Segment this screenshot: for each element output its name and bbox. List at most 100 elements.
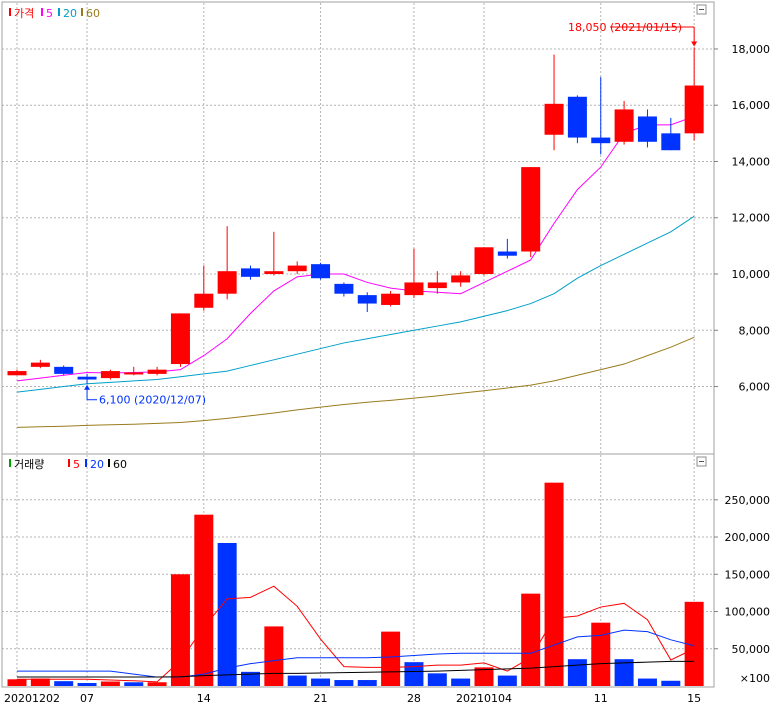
volume-tick-label: 200,000 (725, 531, 771, 544)
volume-bar (54, 681, 74, 686)
candle-body (521, 167, 541, 252)
candle-body (544, 103, 564, 135)
date-tick-label: 15 (687, 692, 701, 705)
price-panel-toggle-button[interactable] (696, 4, 707, 15)
volume-bar (217, 542, 237, 686)
price-tick-label: 16,000 (732, 99, 771, 112)
volume-bar (7, 679, 27, 686)
price-y-axis: 6,000 8,000 10,000 12,000 14,000 16,000 18,000 (714, 43, 770, 394)
legend-marker-ma20 (58, 8, 60, 16)
price-tick-label: 12,000 (732, 212, 771, 225)
legend-vol-ma60-label: 60 (113, 458, 127, 471)
date-tick-label: 28 (407, 692, 421, 705)
price-tick-label: 10,000 (732, 268, 771, 281)
candle-body (311, 264, 331, 279)
legend-marker-vol-ma5 (68, 459, 70, 467)
candle-body (451, 275, 471, 283)
volume-panel-toggle-button[interactable] (696, 456, 707, 467)
min-annotation-arrow (84, 384, 91, 390)
volume-bar (427, 673, 447, 686)
volume-bar (124, 682, 144, 686)
volume-unit-label: ×100 (740, 672, 770, 685)
min-annotation-label: 6,100 (2020/12/07) (99, 394, 206, 407)
date-tick-label: 14 (197, 692, 211, 705)
volume-bar (637, 678, 657, 686)
volume-bar (567, 659, 587, 686)
price-grid (2, 3, 714, 453)
candle-body (357, 295, 377, 304)
volume-bar (287, 675, 307, 686)
candle-body (147, 369, 167, 374)
legend-marker-ma60 (81, 8, 83, 16)
price-tick-label: 14,000 (732, 155, 771, 168)
candle-body (217, 271, 237, 294)
candle-body (661, 133, 681, 151)
legend-marker-price (9, 8, 11, 16)
volume-tick-label: 100,000 (725, 606, 771, 619)
volume-bar (661, 680, 681, 686)
volume-bar (311, 678, 331, 686)
volume-bar (474, 667, 494, 686)
legend-price-label: 가격 (14, 7, 34, 20)
candle-body (30, 362, 50, 367)
price-ma-line-20 (16, 215, 695, 393)
legend-ma5-label: 5 (46, 7, 53, 20)
volume-bars (7, 482, 704, 686)
volume-y-axis: 50,000 100,000 150,000 200,000 250,000 (714, 494, 770, 656)
volume-bar (30, 678, 50, 686)
volume-tick-label: 50,000 (732, 643, 771, 656)
date-tick-label: 11 (594, 692, 608, 705)
price-ma-line-60 (16, 336, 695, 428)
candle-body (637, 116, 657, 142)
legend-vol-ma5-label: 5 (73, 458, 80, 471)
max-annotation-label: 18,050 (2021/01/15) (568, 21, 682, 34)
legend-volume-label: 거래량 (14, 458, 44, 471)
volume-bar (264, 626, 284, 686)
candle-body (124, 372, 144, 375)
price-legend: 가격 5 20 60 (9, 7, 100, 20)
volume-bar (194, 514, 214, 686)
volume-bar (614, 659, 634, 686)
candle-body (54, 366, 74, 374)
volume-bar (334, 680, 354, 686)
legend-ma60-label: 60 (86, 7, 100, 20)
candle-body (591, 137, 611, 144)
volume-bar (521, 593, 541, 686)
date-tick-label: 07 (80, 692, 94, 705)
volume-bar (404, 662, 424, 686)
candlesticks (7, 47, 704, 384)
candle-body (77, 376, 97, 380)
candle-body (100, 371, 120, 379)
volume-bar (544, 482, 564, 686)
date-tick-label: 21 (314, 692, 328, 705)
volume-bar (357, 680, 377, 686)
volume-bar (684, 601, 704, 686)
legend-marker-vol-ma20 (85, 459, 87, 467)
date-tick-label: 20201202 (4, 692, 60, 705)
volume-ma-line-60 (17, 660, 695, 678)
candle-body (567, 96, 587, 138)
volume-bar (497, 675, 517, 686)
legend-marker-vol-ma60 (108, 459, 110, 467)
candle-body (287, 265, 307, 272)
volume-bar (77, 683, 97, 686)
legend-vol-ma20-label: 20 (90, 458, 104, 471)
legend-ma20-label: 20 (63, 7, 77, 20)
price-tick-label: 8,000 (739, 324, 771, 337)
volume-bar (170, 574, 190, 686)
volume-ma-line-5 (17, 585, 695, 683)
candle-body (7, 371, 27, 376)
candle-body (404, 282, 424, 296)
volume-tick-label: 150,000 (725, 568, 771, 581)
price-panel-frame (1, 1, 715, 455)
volume-legend: 거래량 5 20 60 (9, 458, 127, 471)
candle-body (334, 283, 354, 294)
volume-ma-line-20 (17, 629, 695, 678)
candle-body (194, 293, 214, 308)
candle-body (264, 271, 284, 275)
legend-marker-volume (9, 459, 11, 467)
candle-body (497, 251, 517, 256)
candle-body (381, 293, 401, 305)
candle-body (474, 247, 494, 275)
